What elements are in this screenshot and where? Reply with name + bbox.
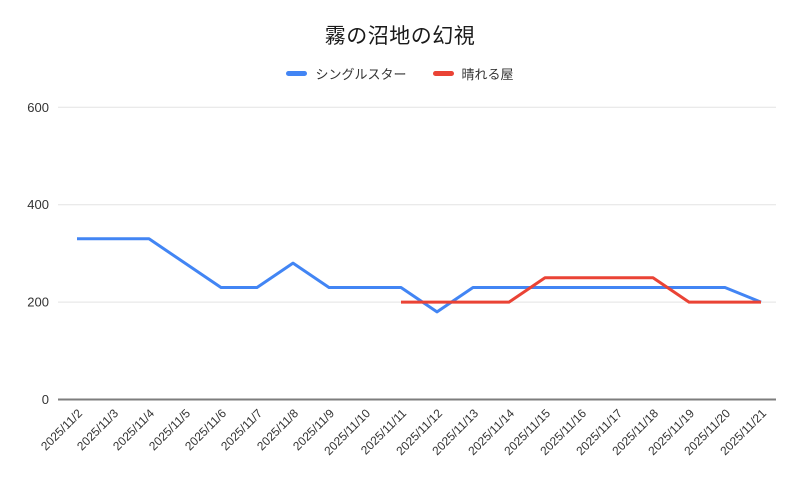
series-line-0 — [77, 237, 762, 314]
legend-item-singlestar: シングルスター — [286, 64, 407, 83]
series-line-1 — [401, 276, 761, 304]
y-tick-label: 600 — [27, 100, 49, 115]
legend-swatch-singlestar — [286, 71, 308, 76]
y-tick-label: 200 — [27, 295, 49, 310]
legend-item-hareruya: 晴れる屋 — [432, 64, 514, 83]
chart-legend: シングルスター 晴れる屋 — [0, 64, 800, 83]
y-tick-label: 400 — [27, 197, 49, 212]
legend-swatch-hareruya — [432, 71, 454, 76]
legend-label-hareruya: 晴れる屋 — [461, 67, 514, 82]
legend-label-singlestar: シングルスター — [315, 67, 407, 82]
y-tick-label: 0 — [42, 392, 49, 407]
chart-title: 霧の沼地の幻視 — [324, 25, 476, 48]
